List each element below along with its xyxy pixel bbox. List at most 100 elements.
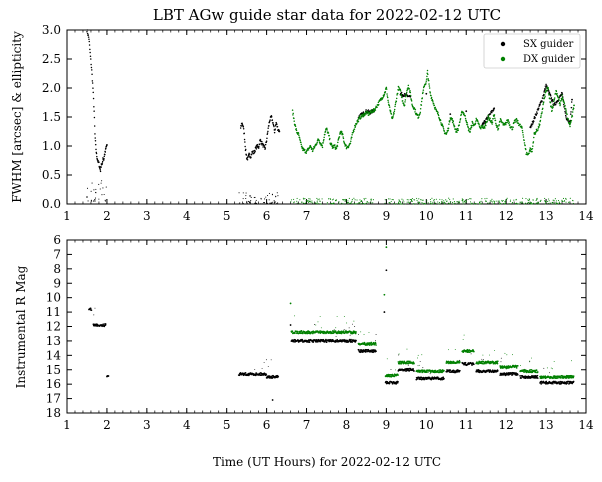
- sx-magnitude-point: [307, 341, 309, 343]
- sx-fwhm-point: [100, 166, 102, 169]
- dx-ellipticity-point: [462, 201, 464, 203]
- dx-ellipticity-point: [552, 199, 554, 201]
- dx-ellipticity-point: [318, 198, 320, 200]
- dx-fwhm-point: [366, 110, 369, 113]
- sx-ellipticity-point: [266, 194, 269, 197]
- dx-ellipticity-point: [427, 202, 429, 204]
- dx-ellipticity-point: [422, 199, 424, 201]
- dx-fwhm-point: [431, 99, 434, 102]
- sx-ellipticity-point: [263, 202, 265, 204]
- dx-fwhm-point: [425, 80, 428, 82]
- y-tick-label: 16: [46, 377, 61, 391]
- dx-ellipticity-point: [398, 199, 400, 201]
- sx-fwhm-point: [492, 110, 494, 112]
- x-tick-label: 10: [419, 418, 434, 432]
- dx-ellipticity-point: [401, 198, 403, 200]
- dx-ellipticity-point: [457, 202, 459, 205]
- dx-ellipticity-point: [399, 203, 402, 205]
- dx-magnitude-point: [463, 334, 465, 336]
- dx-ellipticity-point: [402, 203, 404, 205]
- dx-fwhm-point: [350, 140, 352, 142]
- sx-magnitude-point: [548, 372, 550, 374]
- sx-magnitude-point: [254, 368, 256, 370]
- dx-fwhm-point: [298, 136, 301, 139]
- sx-magnitude-outlier: [271, 399, 274, 401]
- dx-ellipticity-point: [416, 197, 418, 199]
- sx-fwhm-point: [243, 132, 246, 135]
- dx-fwhm-point: [323, 138, 325, 141]
- sx-magnitude-point: [102, 323, 105, 326]
- dx-fwhm-point: [480, 128, 482, 130]
- dx-ellipticity-point: [544, 201, 546, 203]
- dx-fwhm-point: [484, 122, 487, 125]
- dx-magnitude-point: [443, 369, 445, 372]
- dx-ellipticity-point: [400, 203, 402, 205]
- dx-ellipticity-point: [470, 203, 472, 205]
- dx-fwhm-point: [514, 121, 517, 123]
- dx-ellipticity-point: [506, 197, 508, 199]
- dx-magnitude-point: [294, 315, 296, 317]
- sx-fwhm-point: [102, 157, 104, 159]
- dx-ellipticity-point: [462, 203, 464, 205]
- dx-fwhm-point: [337, 141, 339, 144]
- sx-fwhm-point: [562, 103, 565, 106]
- sx-magnitude-point: [277, 375, 280, 378]
- dx-magnitude-point: [417, 354, 419, 356]
- x-tick-label: 14: [578, 209, 594, 223]
- sx-ellipticity-point: [268, 199, 270, 201]
- dx-fwhm-point: [442, 126, 445, 128]
- dx-fwhm-point: [342, 137, 345, 140]
- dx-ellipticity-point: [384, 199, 386, 201]
- dx-fwhm-point: [353, 130, 355, 133]
- sx-fwhm-point: [93, 116, 96, 119]
- dx-ellipticity-point: [319, 203, 322, 205]
- dx-fwhm-point: [364, 112, 367, 115]
- dx-fwhm-point: [414, 111, 416, 113]
- dx-fwhm-point: [341, 131, 343, 133]
- fwhm-markers: [86, 29, 575, 205]
- dx-ellipticity-point: [557, 200, 559, 202]
- dx-magnitude-point: [291, 330, 294, 333]
- dx-fwhm-point: [420, 100, 423, 103]
- dx-magnitude-point: [570, 360, 572, 362]
- dx-fwhm-point: [409, 89, 411, 92]
- dx-fwhm-point: [517, 119, 519, 122]
- dx-ellipticity-point: [528, 202, 531, 204]
- sx-fwhm-point: [90, 66, 93, 69]
- sx-fwhm-point: [561, 92, 563, 94]
- sx-ellipticity-point: [260, 198, 262, 200]
- sx-magnitude-point: [536, 374, 539, 377]
- dx-fwhm-point: [404, 99, 407, 101]
- dx-ellipticity-point: [505, 199, 507, 202]
- dx-fwhm-point: [361, 115, 363, 117]
- sx-magnitude-point: [540, 383, 543, 385]
- sx-fwhm-point: [266, 133, 269, 135]
- dx-fwhm-point: [486, 120, 488, 123]
- dx-fwhm-point: [549, 101, 552, 104]
- sx-magnitude-point: [442, 376, 445, 379]
- dx-ellipticity-point: [353, 203, 355, 205]
- dx-ellipticity-point: [536, 202, 538, 204]
- dx-magnitude-point: [368, 331, 370, 333]
- dx-ellipticity-point: [332, 198, 334, 200]
- dx-fwhm-point: [291, 109, 294, 111]
- sx-magnitude-point: [500, 361, 502, 363]
- sx-ellipticity-point: [250, 196, 252, 199]
- dx-ellipticity-point: [388, 201, 390, 204]
- dx-fwhm-point: [456, 131, 458, 133]
- sx-fwhm-point: [551, 100, 553, 103]
- sx-fwhm-point: [266, 137, 268, 139]
- dx-fwhm-point: [354, 125, 357, 127]
- dx-fwhm-point: [330, 142, 333, 145]
- sx-fwhm-point: [101, 163, 103, 165]
- dx-ellipticity-point: [469, 201, 472, 203]
- dx-ellipticity-point: [537, 202, 540, 204]
- sx-fwhm-point: [278, 129, 280, 131]
- dx-fwhm-point: [394, 103, 397, 106]
- plot-frame: [66, 239, 587, 414]
- dx-fwhm-point: [428, 85, 431, 87]
- dx-fwhm-point: [552, 100, 555, 103]
- sx-ellipticity-point: [94, 198, 96, 201]
- sx-ellipticity-point: [95, 188, 97, 190]
